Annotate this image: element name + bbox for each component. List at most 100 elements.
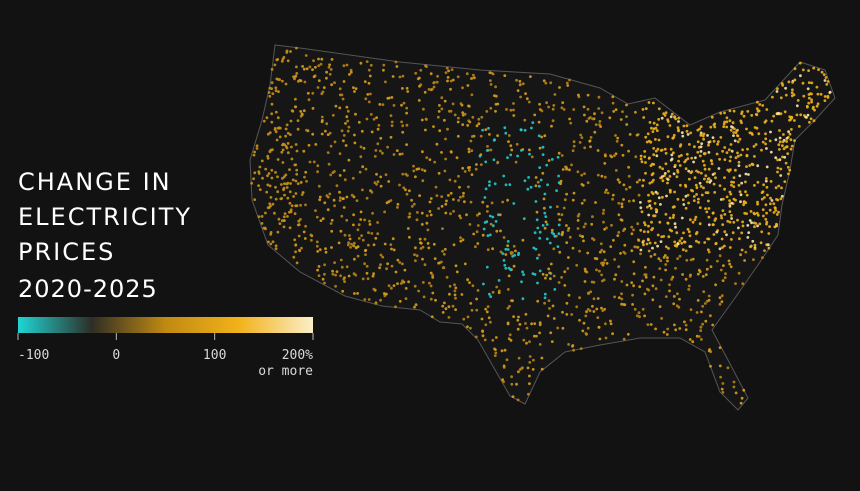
price-dot (737, 271, 741, 275)
price-dot (333, 261, 336, 264)
price-dot (745, 154, 749, 158)
price-dot (523, 128, 527, 132)
price-dot (260, 159, 264, 163)
price-dot (696, 299, 700, 302)
price-dot (740, 396, 744, 400)
price-dot (647, 199, 651, 203)
price-dot (807, 101, 811, 105)
price-dot (540, 135, 544, 139)
price-dot (692, 195, 696, 198)
price-dot (634, 110, 637, 114)
price-dot (617, 296, 621, 300)
price-dot (585, 119, 589, 123)
price-dot (475, 163, 478, 166)
price-dot (620, 143, 624, 147)
price-dot (258, 165, 262, 169)
price-dot (509, 108, 513, 112)
price-dot (678, 327, 682, 330)
price-dot (682, 124, 686, 128)
price-dot (656, 233, 660, 237)
price-dot (382, 68, 385, 72)
price-dot (260, 222, 264, 225)
price-dot (470, 77, 473, 80)
price-dot (592, 310, 596, 313)
price-dot (353, 292, 356, 295)
price-dot (639, 248, 643, 252)
price-dot (715, 152, 719, 156)
price-dot (450, 68, 454, 71)
price-dot (822, 73, 826, 76)
price-dot (349, 245, 352, 249)
price-dot (740, 112, 743, 116)
price-dot (646, 230, 650, 234)
price-dot (592, 297, 596, 301)
price-dot (404, 188, 407, 192)
price-dot (474, 167, 478, 171)
price-dot (311, 91, 315, 95)
price-dot (793, 67, 797, 71)
price-dot (280, 59, 284, 63)
price-dot (467, 119, 471, 123)
price-dot (706, 177, 710, 181)
price-dot (729, 265, 733, 269)
price-dot (741, 148, 744, 152)
price-dot (783, 110, 787, 114)
price-dot (420, 118, 424, 122)
price-dot (296, 223, 300, 227)
price-dot (323, 272, 326, 276)
price-dot (489, 83, 493, 86)
price-dot (810, 100, 813, 104)
price-dot (333, 140, 337, 144)
price-dot (656, 147, 660, 151)
price-dot (541, 272, 545, 276)
price-dot (614, 273, 618, 277)
price-dot (345, 105, 349, 109)
price-dot (550, 124, 553, 128)
price-dot (719, 214, 723, 218)
price-dot (364, 97, 368, 101)
price-dot (677, 155, 681, 158)
price-dot (711, 173, 715, 176)
price-dot (290, 157, 294, 161)
price-dot (476, 289, 480, 292)
price-dot (333, 204, 336, 208)
price-dot (506, 198, 509, 202)
price-dot (381, 255, 385, 259)
price-dot (270, 68, 274, 71)
price-dot (712, 233, 716, 236)
price-dot (386, 145, 389, 149)
price-dot (617, 201, 621, 205)
price-dot (756, 180, 760, 184)
price-dot (651, 284, 655, 288)
price-dot (767, 246, 771, 250)
price-dot (755, 113, 759, 117)
price-dot (778, 140, 782, 144)
price-dot (511, 299, 514, 303)
price-dot (700, 338, 703, 341)
price-dot (350, 242, 353, 246)
price-dot (501, 200, 505, 204)
price-dot (663, 147, 667, 151)
price-dot (614, 134, 617, 137)
price-dot (772, 114, 776, 118)
price-dot (760, 148, 763, 152)
price-dot (343, 178, 347, 182)
price-dot (651, 246, 654, 250)
price-dot (341, 197, 345, 201)
price-dot (696, 272, 700, 276)
price-dot (622, 250, 626, 254)
price-dot (486, 210, 489, 213)
price-dot (516, 318, 520, 322)
price-dot (379, 253, 383, 257)
price-dot (347, 125, 351, 129)
price-dot (461, 111, 465, 114)
price-dot (443, 118, 446, 122)
price-dot (516, 327, 520, 331)
legend-bar (18, 317, 313, 333)
price-dot (552, 247, 556, 251)
price-dot (533, 113, 537, 117)
price-dot (648, 156, 651, 160)
price-dot (701, 304, 705, 308)
price-dot (507, 266, 511, 270)
price-dot (364, 167, 368, 171)
